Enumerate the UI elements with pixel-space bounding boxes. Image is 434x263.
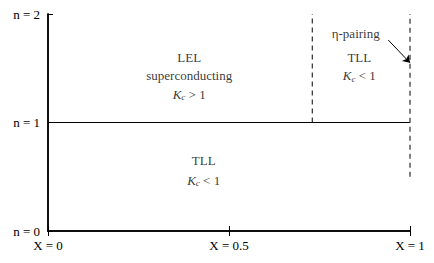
svg-text:η-pairing: η-pairing	[332, 26, 380, 41]
html-text:Kc: Kc	[187, 172, 200, 188]
svg-text:> 1: > 1	[185, 87, 205, 102]
svg-text:TLL: TLL	[347, 50, 371, 65]
svg-text:n = 1: n = 1	[13, 115, 40, 130]
svg-text:X = 0: X = 0	[33, 238, 63, 253]
svg-text:X = 1: X = 1	[395, 238, 425, 253]
html-text:Kc: Kc	[342, 68, 356, 84]
svg-text:< 1: < 1	[200, 173, 220, 188]
html-text:Kc: Kc	[172, 86, 186, 103]
svg-text:n = 0: n = 0	[13, 224, 40, 239]
svg-text:superconducting: superconducting	[146, 68, 232, 83]
svg-text:< 1: < 1	[355, 68, 375, 83]
svg-text:n = 2: n = 2	[13, 7, 40, 22]
svg-text:TLL: TLL	[192, 153, 216, 168]
svg-text:LEL: LEL	[177, 50, 201, 65]
svg-text:X = 0.5: X = 0.5	[209, 238, 248, 253]
